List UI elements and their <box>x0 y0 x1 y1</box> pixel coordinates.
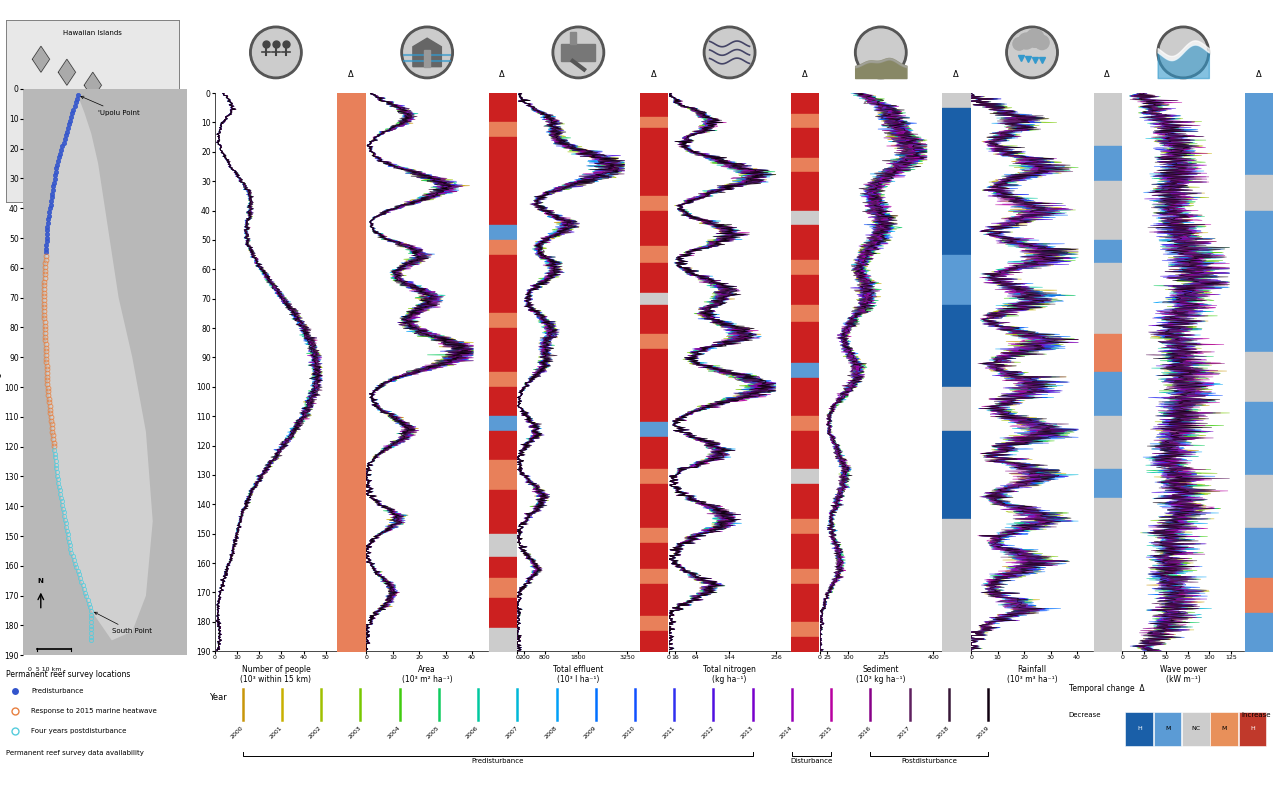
Text: 2003: 2003 <box>347 726 362 740</box>
X-axis label: Total nitrogen
(kg ha⁻¹): Total nitrogen (kg ha⁻¹) <box>703 664 756 684</box>
Text: H: H <box>1251 726 1256 731</box>
Circle shape <box>1160 29 1207 76</box>
Text: 2004: 2004 <box>387 726 401 740</box>
Circle shape <box>250 26 302 78</box>
Text: Permanent reef survey locations: Permanent reef survey locations <box>6 670 131 679</box>
Text: Predisturbance: Predisturbance <box>471 758 524 765</box>
Circle shape <box>1025 29 1044 47</box>
Text: 2011: 2011 <box>662 726 676 740</box>
Y-axis label: Distance along coastline (km): Distance along coastline (km) <box>0 309 1 435</box>
Text: 2002: 2002 <box>308 726 323 740</box>
Text: 0  5 10 km: 0 5 10 km <box>28 667 61 672</box>
Circle shape <box>401 26 453 78</box>
Text: Four years postdisturbance: Four years postdisturbance <box>31 728 127 734</box>
Polygon shape <box>561 44 595 61</box>
Text: Δ: Δ <box>954 70 959 79</box>
Polygon shape <box>570 32 576 44</box>
Circle shape <box>704 26 755 78</box>
Circle shape <box>858 29 904 76</box>
Text: Permanent reef survey data availability: Permanent reef survey data availability <box>6 751 145 756</box>
Text: NC: NC <box>1192 726 1201 731</box>
Text: Δ: Δ <box>348 70 355 79</box>
Text: Hawaiian Islands: Hawaiian Islands <box>64 30 122 36</box>
Text: Pacific
Ocean: Pacific Ocean <box>32 132 50 142</box>
Circle shape <box>252 29 300 76</box>
Circle shape <box>552 26 604 78</box>
Text: N: N <box>38 578 44 584</box>
Text: M: M <box>1165 726 1171 731</box>
Text: 2013: 2013 <box>740 726 754 740</box>
Text: M: M <box>1222 726 1228 731</box>
Text: Increase: Increase <box>1242 712 1271 718</box>
Text: Decrease: Decrease <box>1069 712 1101 718</box>
Text: Disturbance: Disturbance <box>791 758 833 765</box>
Text: Δ: Δ <box>650 70 657 79</box>
Text: Temporal change  Δ: Temporal change Δ <box>1069 684 1144 693</box>
Circle shape <box>855 26 908 78</box>
Text: Δ: Δ <box>1105 70 1110 79</box>
X-axis label: Number of people
(10³ within 15 km): Number of people (10³ within 15 km) <box>241 664 311 684</box>
Text: Δ: Δ <box>801 70 808 79</box>
Bar <box>111 91 159 155</box>
Text: Predisturbance: Predisturbance <box>31 688 83 694</box>
Text: 2016: 2016 <box>858 726 872 740</box>
Circle shape <box>556 29 602 76</box>
Circle shape <box>1034 36 1050 49</box>
Text: Postdisturbance: Postdisturbance <box>901 758 957 765</box>
Circle shape <box>707 29 753 76</box>
Text: Study
region: Study region <box>115 171 133 182</box>
Circle shape <box>1157 26 1210 78</box>
Text: 2012: 2012 <box>700 726 716 740</box>
Bar <box>1181 712 1210 746</box>
Polygon shape <box>32 46 50 72</box>
Polygon shape <box>84 72 101 98</box>
Polygon shape <box>44 95 152 641</box>
Circle shape <box>1019 33 1034 49</box>
Circle shape <box>403 29 451 76</box>
Text: 2014: 2014 <box>780 726 794 740</box>
Text: Year: Year <box>209 693 227 702</box>
Text: Δ: Δ <box>1256 70 1261 79</box>
Bar <box>1153 712 1181 746</box>
Polygon shape <box>424 49 430 66</box>
Bar <box>1211 712 1238 746</box>
Text: 2005: 2005 <box>426 726 440 740</box>
Text: H: H <box>1137 726 1142 731</box>
Text: 'Upolu Point: 'Upolu Point <box>81 96 140 116</box>
Text: Δ: Δ <box>499 70 506 79</box>
Bar <box>1239 712 1266 746</box>
X-axis label: Total effluent
(10³ l ha⁻¹): Total effluent (10³ l ha⁻¹) <box>553 664 604 684</box>
Text: 2006: 2006 <box>465 726 480 740</box>
Circle shape <box>1009 29 1056 76</box>
X-axis label: Wave power
(kW m⁻¹): Wave power (kW m⁻¹) <box>1160 664 1207 684</box>
Text: 2015: 2015 <box>818 726 833 740</box>
Text: 2008: 2008 <box>544 726 558 740</box>
X-axis label: Rainfall
(10³ m³ ha⁻¹): Rainfall (10³ m³ ha⁻¹) <box>1006 664 1057 684</box>
X-axis label: Sediment
(10³ kg ha⁻¹): Sediment (10³ kg ha⁻¹) <box>856 664 905 684</box>
Circle shape <box>1012 37 1025 50</box>
Text: 2007: 2007 <box>504 726 518 740</box>
Text: 2000: 2000 <box>229 726 244 740</box>
Text: 2009: 2009 <box>582 726 598 740</box>
Polygon shape <box>59 59 76 85</box>
Text: 2010: 2010 <box>622 726 636 740</box>
Bar <box>1125 712 1153 746</box>
Circle shape <box>1006 26 1059 78</box>
X-axis label: Area
(10³ m² ha⁻¹): Area (10³ m² ha⁻¹) <box>402 664 452 684</box>
Text: 2018: 2018 <box>936 726 951 740</box>
Polygon shape <box>114 98 154 150</box>
Text: 2001: 2001 <box>269 726 283 740</box>
Text: 2017: 2017 <box>897 726 911 740</box>
Text: South Point: South Point <box>95 612 152 634</box>
Text: 2019: 2019 <box>975 726 989 740</box>
Text: Response to 2015 marine heatwave: Response to 2015 marine heatwave <box>31 708 156 714</box>
Polygon shape <box>413 38 442 66</box>
